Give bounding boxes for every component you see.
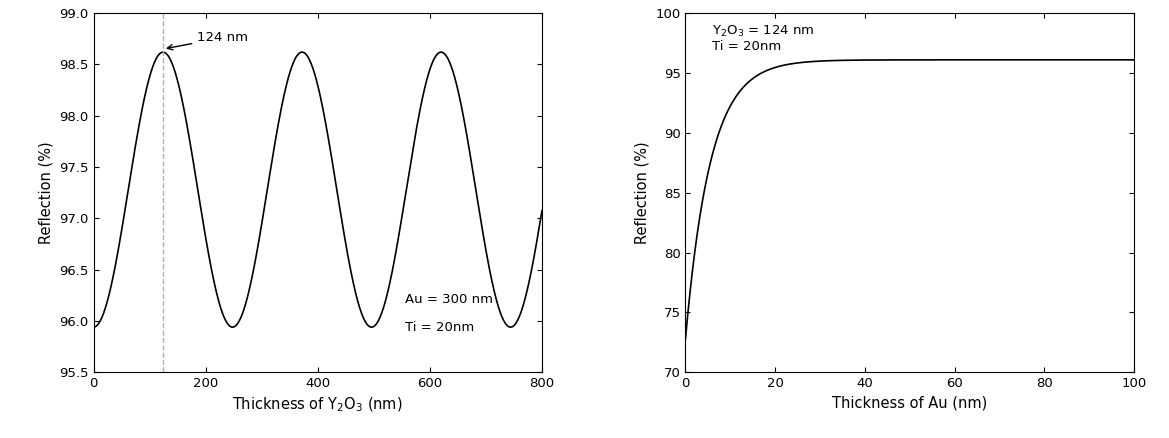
X-axis label: Thickness of Au (nm): Thickness of Au (nm) — [832, 396, 988, 411]
Text: Ti = 20nm: Ti = 20nm — [712, 40, 782, 53]
X-axis label: Thickness of Y$_2$O$_3$ (nm): Thickness of Y$_2$O$_3$ (nm) — [233, 396, 403, 414]
Y-axis label: Reflection (%): Reflection (%) — [39, 141, 54, 244]
Text: Au = 300 nm: Au = 300 nm — [404, 293, 492, 306]
Text: 124 nm: 124 nm — [167, 31, 248, 50]
Text: Y$_2$O$_3$ = 124 nm: Y$_2$O$_3$ = 124 nm — [712, 24, 815, 39]
Text: Ti = 20nm: Ti = 20nm — [404, 321, 473, 334]
Y-axis label: Reflection (%): Reflection (%) — [635, 141, 650, 244]
